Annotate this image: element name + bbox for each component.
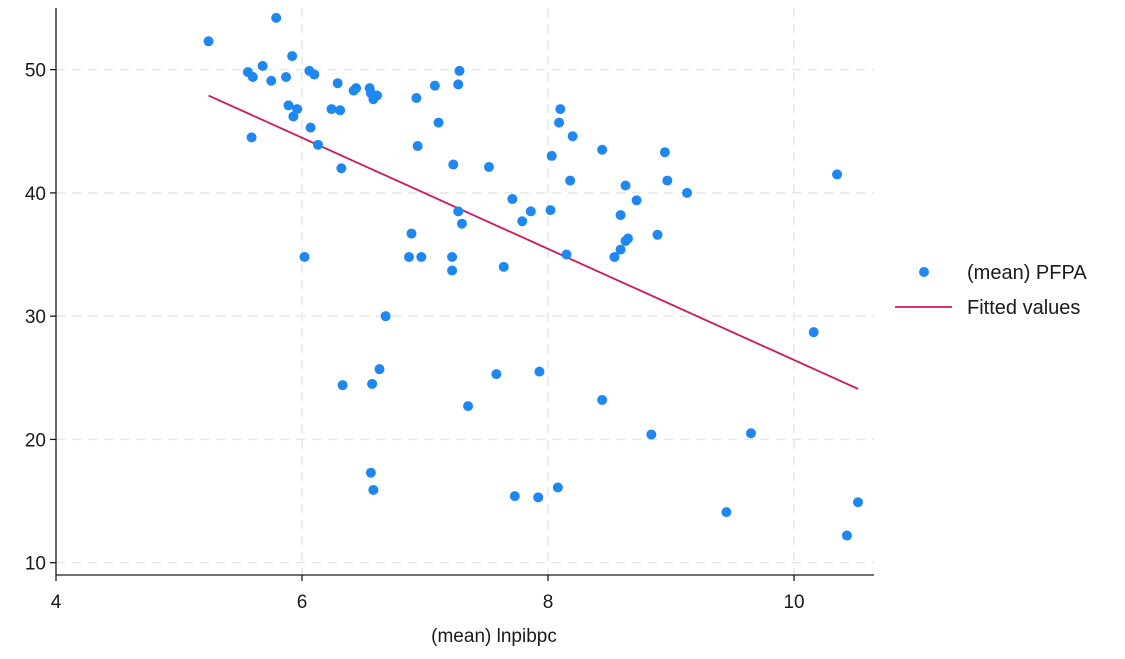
data-point bbox=[335, 105, 346, 116]
data-point bbox=[292, 104, 303, 115]
data-point bbox=[545, 205, 556, 216]
data-point bbox=[287, 51, 298, 62]
data-point bbox=[555, 104, 566, 115]
data-point bbox=[454, 65, 465, 76]
data-point bbox=[380, 311, 391, 322]
data-point bbox=[554, 117, 565, 128]
data-point bbox=[832, 169, 843, 180]
data-point bbox=[615, 244, 626, 255]
data-point bbox=[447, 265, 458, 276]
legend-label-points: (mean) PFPA bbox=[967, 262, 1087, 284]
axes: 10 20 30 40 50 4 6 8 10 bbox=[25, 8, 874, 613]
data-point bbox=[313, 139, 324, 150]
fitted-line-layer bbox=[208, 94, 859, 390]
data-point bbox=[456, 218, 467, 229]
data-point bbox=[374, 364, 385, 375]
data-point bbox=[483, 162, 494, 173]
data-point bbox=[336, 163, 347, 174]
legend: (mean) PFPA Fitted values bbox=[895, 262, 1087, 319]
data-point bbox=[257, 60, 268, 71]
data-point bbox=[841, 530, 852, 541]
data-point bbox=[615, 210, 626, 221]
data-point bbox=[281, 72, 292, 83]
data-point bbox=[721, 507, 732, 518]
data-point bbox=[534, 366, 545, 377]
data-point bbox=[283, 100, 294, 111]
data-point bbox=[305, 122, 316, 133]
scatter-points bbox=[203, 12, 864, 541]
data-point bbox=[404, 251, 415, 262]
data-point bbox=[620, 235, 631, 246]
legend-label-fit-line: Fitted values bbox=[967, 297, 1080, 319]
data-point bbox=[546, 150, 557, 161]
data-point bbox=[745, 428, 756, 439]
grid-lines bbox=[56, 8, 874, 575]
y-tick-label: 30 bbox=[25, 307, 46, 328]
legend-marker-points bbox=[919, 267, 929, 277]
data-point bbox=[365, 467, 376, 478]
data-point bbox=[271, 12, 282, 23]
data-point bbox=[416, 251, 427, 262]
data-point bbox=[498, 261, 509, 272]
data-point bbox=[406, 228, 417, 239]
data-point bbox=[367, 378, 378, 389]
data-point bbox=[351, 83, 362, 94]
data-point bbox=[565, 175, 576, 186]
data-point bbox=[533, 492, 544, 503]
y-tick-label: 10 bbox=[25, 554, 46, 575]
data-point bbox=[517, 216, 528, 227]
data-point bbox=[326, 104, 337, 115]
y-tick-label: 50 bbox=[25, 61, 46, 82]
data-point bbox=[561, 249, 572, 260]
data-point bbox=[631, 195, 642, 206]
data-point bbox=[411, 92, 422, 103]
y-tick-label: 20 bbox=[25, 430, 46, 451]
data-point bbox=[853, 497, 864, 508]
x-tick-label: 6 bbox=[297, 592, 308, 613]
x-tick-label: 8 bbox=[543, 592, 554, 613]
data-point bbox=[682, 187, 693, 198]
data-point bbox=[652, 229, 663, 240]
y-tick-label: 40 bbox=[25, 184, 46, 205]
x-tick-label: 10 bbox=[783, 592, 804, 613]
data-point bbox=[447, 251, 458, 262]
data-point bbox=[552, 482, 563, 493]
x-tick-label: 4 bbox=[51, 592, 62, 613]
data-point bbox=[567, 131, 578, 142]
data-point bbox=[597, 144, 608, 155]
data-point bbox=[247, 72, 258, 83]
data-point bbox=[491, 369, 502, 380]
data-point bbox=[337, 380, 348, 391]
data-point bbox=[429, 80, 440, 91]
data-point bbox=[662, 175, 673, 186]
data-point bbox=[525, 206, 536, 217]
x-axis-title: (mean) lnpibpc bbox=[431, 626, 557, 647]
data-point bbox=[620, 180, 631, 191]
data-point bbox=[453, 79, 464, 90]
data-point bbox=[659, 147, 670, 158]
data-point bbox=[463, 401, 474, 412]
data-point bbox=[448, 159, 459, 170]
data-point bbox=[203, 36, 214, 47]
data-point bbox=[507, 194, 518, 205]
data-point bbox=[453, 206, 464, 217]
fitted-values-line bbox=[208, 94, 859, 390]
data-point bbox=[368, 484, 379, 495]
data-point bbox=[309, 69, 320, 80]
data-point bbox=[433, 117, 444, 128]
data-point bbox=[597, 394, 608, 405]
data-point bbox=[509, 491, 520, 502]
data-point bbox=[609, 251, 620, 262]
data-point bbox=[299, 251, 310, 262]
data-point bbox=[288, 111, 299, 122]
data-point bbox=[332, 78, 343, 89]
data-point bbox=[808, 327, 819, 338]
data-point bbox=[246, 132, 257, 143]
data-point bbox=[646, 429, 657, 440]
data-point bbox=[412, 141, 423, 152]
data-point bbox=[372, 90, 383, 101]
data-point bbox=[266, 75, 277, 86]
